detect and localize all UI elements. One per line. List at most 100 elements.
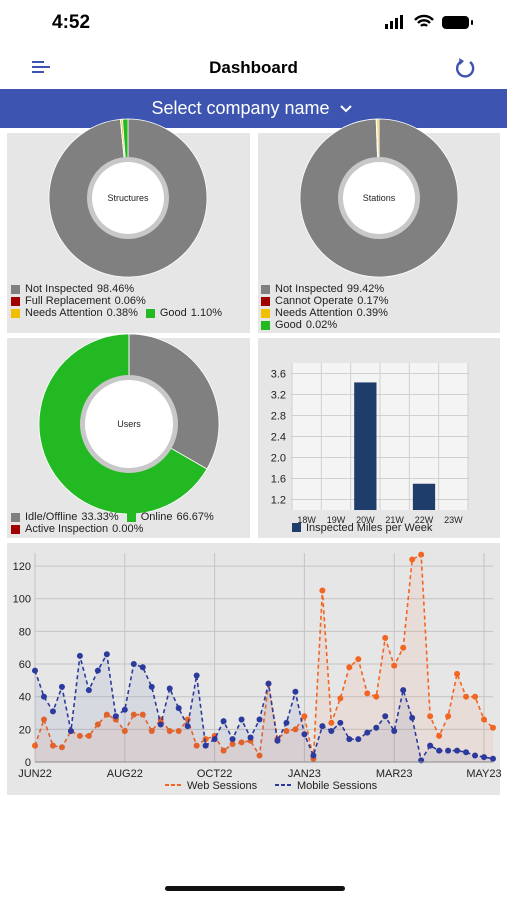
series-point	[418, 551, 425, 558]
series-point	[175, 705, 182, 712]
series-line	[34, 651, 494, 763]
series-point	[220, 718, 227, 725]
donut-center	[343, 162, 415, 234]
legend-value: 0.00%	[112, 523, 144, 535]
series-point	[130, 661, 137, 668]
menu-button[interactable]	[32, 59, 54, 77]
series-point	[328, 719, 335, 726]
series-point	[193, 742, 200, 749]
series-point	[148, 727, 155, 734]
series-point	[346, 664, 353, 671]
series-point	[175, 727, 182, 734]
series-point	[139, 664, 146, 671]
x-tick-label: 19W	[327, 515, 346, 525]
legend-label: Not Inspected	[25, 283, 93, 295]
series-point	[256, 752, 263, 759]
legend-label: Needs Attention	[275, 307, 353, 319]
legend-value: 98.46%	[96, 283, 135, 295]
x-tick-label: 20W	[356, 515, 375, 525]
legend-value: 0.02%	[305, 319, 338, 331]
legend-item: Active Inspection 0.00%	[11, 524, 143, 535]
series-point	[265, 680, 272, 687]
series-point	[382, 634, 389, 641]
legend-value: 0.17%	[357, 295, 389, 307]
bar	[354, 382, 377, 510]
legend-swatch	[292, 523, 301, 532]
x-tick-label: 18W	[297, 515, 316, 525]
series-point	[355, 656, 362, 663]
series-point	[40, 693, 47, 700]
series-point	[130, 711, 137, 718]
refresh-button[interactable]	[454, 57, 476, 79]
series-point	[328, 727, 335, 734]
series-point	[32, 742, 38, 749]
series-point	[382, 713, 389, 720]
series-point	[301, 713, 308, 720]
legend-item: Full Replacement 0.06%	[11, 296, 146, 307]
company-selector[interactable]: Select company name	[0, 89, 507, 128]
status-time: 4:52	[52, 12, 91, 33]
legend-item: Not Inspected 99.42%	[261, 284, 384, 295]
legend-label: Active Inspection	[25, 523, 109, 535]
series-point	[139, 711, 146, 718]
legend-swatch	[11, 513, 20, 522]
donut-title: Users	[117, 419, 141, 429]
series-point	[400, 644, 407, 651]
y-tick-label: 0	[25, 757, 31, 769]
donut-title: Stations	[363, 193, 396, 203]
series-point	[346, 736, 353, 743]
y-tick-label: 2.0	[271, 453, 286, 465]
series-point	[400, 687, 407, 694]
x-tick-label: OCT22	[197, 768, 232, 780]
series-point	[157, 721, 164, 728]
series-point	[463, 693, 470, 700]
legend-label: Needs Attention	[25, 307, 103, 319]
legend-item: Not Inspected 98.46%	[11, 284, 134, 295]
company-selector-label: Select company name	[151, 98, 330, 118]
series-point	[445, 713, 452, 720]
series-point	[103, 651, 110, 658]
legend-item: Good 1.10%	[145, 307, 222, 319]
series-point	[94, 721, 101, 728]
series-point	[436, 732, 443, 739]
series-point	[373, 724, 380, 731]
series-point	[76, 652, 83, 659]
legend-swatch	[145, 309, 155, 318]
series-point	[337, 719, 344, 726]
legend-value: 66.67%	[176, 511, 214, 523]
legend-swatch	[126, 513, 136, 522]
legend-swatch	[261, 321, 270, 330]
legend-label: Web Sessions	[187, 780, 258, 792]
series-point	[481, 754, 488, 761]
legend-value: 33.33%	[81, 511, 119, 523]
status-icons	[385, 14, 473, 29]
series-point	[472, 693, 479, 700]
series-point	[238, 716, 245, 723]
legend-label: Good	[159, 307, 187, 319]
series-point	[103, 711, 110, 718]
x-tick-label: 22W	[415, 515, 434, 525]
series-point	[202, 736, 209, 743]
series-point	[391, 662, 398, 669]
legend: Not Inspected 99.42% Cannot Operate 0.17% Ne…	[261, 284, 411, 331]
series-point	[49, 708, 56, 715]
series-point	[391, 727, 398, 734]
series-point	[337, 695, 344, 702]
series-point	[274, 737, 281, 744]
legend-swatch	[11, 285, 20, 294]
series-point	[445, 747, 452, 754]
series-point	[49, 742, 56, 749]
bar	[412, 483, 436, 510]
y-tick-label: 100	[13, 594, 31, 606]
series-point	[166, 685, 173, 692]
series-point	[58, 744, 65, 751]
series-point	[409, 714, 416, 721]
home-indicator	[165, 886, 345, 891]
y-tick-label: 20	[19, 724, 31, 736]
legend: Not Inspected 98.46% Full Replacement 0.06%…	[11, 284, 249, 319]
series-point	[481, 716, 488, 723]
series-point	[32, 667, 38, 674]
series-point	[454, 747, 461, 754]
